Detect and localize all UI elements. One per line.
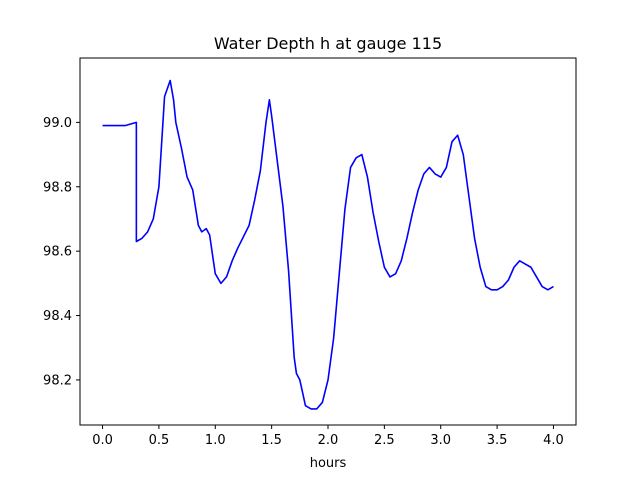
plot-area-frame (79, 57, 577, 426)
y-tick-label: 98.4 (43, 309, 72, 324)
y-tick-label: 98.2 (43, 373, 72, 388)
x-tick-label: 3.5 (487, 433, 508, 448)
x-tick-label: 4.0 (543, 433, 564, 448)
x-tick-label: 0.0 (92, 433, 113, 448)
x-tick-label: 0.5 (149, 433, 170, 448)
y-axis-ticks: 98.2 98.4 98.6 98.8 99.0 (43, 116, 80, 388)
x-tick-label: 1.0 (205, 433, 226, 448)
x-axis-ticks: 0.0 0.5 1.0 1.5 2.0 2.5 3.0 3.5 4.0 (92, 425, 564, 448)
series-layer (102, 79, 554, 410)
y-tick-label: 99.0 (43, 116, 72, 131)
x-tick-label: 2.0 (318, 433, 339, 448)
y-tick-label: 98.6 (43, 245, 72, 260)
x-tick-label: 3.0 (430, 433, 451, 448)
chart-title: Water Depth h at gauge 115 (214, 34, 442, 53)
x-axis-label: hours (310, 456, 347, 471)
y-tick-label: 98.8 (43, 180, 72, 195)
x-tick-label: 1.5 (261, 433, 282, 448)
series-line (102, 79, 554, 410)
x-tick-label: 2.5 (374, 433, 395, 448)
